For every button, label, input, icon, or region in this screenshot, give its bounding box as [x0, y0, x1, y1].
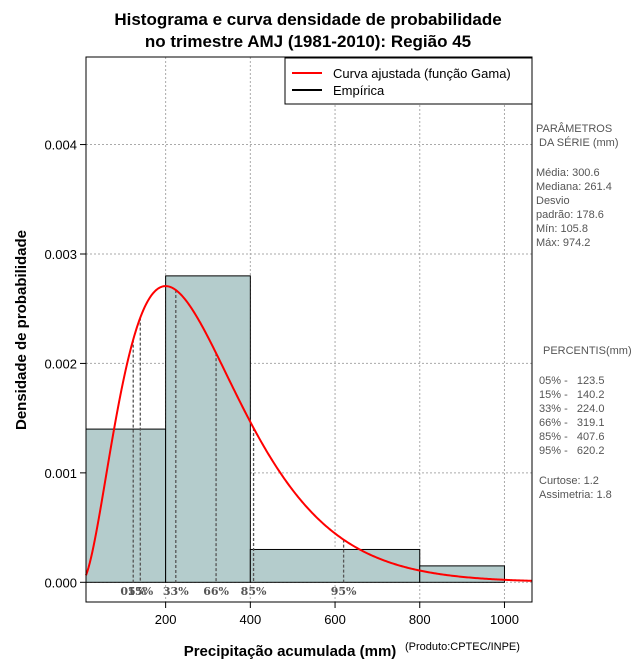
param-max: Máx: 974.2	[536, 237, 590, 249]
x-tick-label: 600	[324, 612, 346, 627]
y-axis: 0.000 0.001 0.002 0.003 0.004	[44, 138, 86, 590]
percentile-label: 15%	[127, 585, 153, 598]
side-panel-params: PARÂMETROS DA SÉRIE (mm) Média: 300.6 Me…	[536, 122, 619, 249]
x-axis-label: Precipitação acumulada (mm)	[184, 643, 397, 660]
percentil-15: 15% - 140.2	[539, 389, 604, 401]
chart-title-line-1: Histograma e curva densidade de probabil…	[114, 10, 501, 29]
param-desvio: Desvio	[536, 195, 570, 207]
x-tick-label: 400	[239, 612, 261, 627]
percentil-66: 66% - 319.1	[539, 417, 604, 429]
percentile-labels: 05%15% 33% 66% 85% 95%	[120, 585, 357, 598]
percentil-85: 85% - 407.6	[539, 431, 604, 443]
x-axis: 200 400 600 800 1000	[155, 602, 519, 627]
param-media: Média: 300.6	[536, 167, 600, 179]
percentile-label: 95%	[331, 585, 357, 598]
percentis-title: PERCENTIS(mm)	[543, 345, 632, 357]
percentile-label: 05%	[120, 585, 146, 598]
param-padrao: padrão: 178.6	[536, 209, 604, 221]
y-axis-label: Densidade de probabilidade	[13, 230, 30, 430]
percentil-05: 05% - 123.5	[539, 375, 604, 387]
legend-box	[284, 57, 533, 105]
percentile-label: 66%	[203, 585, 229, 598]
param-min: Mín: 105.8	[536, 223, 588, 235]
y-tick-label: 0.002	[44, 356, 77, 371]
y-tick-label: 0.001	[44, 466, 77, 481]
y-tick-label: 0.004	[44, 138, 77, 153]
plot-frame	[85, 56, 533, 603]
percentile-lines	[132, 290, 345, 583]
gamma-curve	[85, 285, 533, 582]
legend-label-curve: Curva ajustada (função Gama)	[333, 66, 511, 81]
product-credit: (Produto:CPTEC/INPE)	[405, 641, 520, 653]
histogram-bar	[85, 428, 167, 583]
percentile-label: 33%	[163, 585, 189, 598]
histogram-bar	[249, 548, 421, 583]
legend: Curva ajustada (função Gama) Empírica	[284, 57, 533, 105]
percentile-label: 85%	[241, 585, 267, 598]
params-title-line-1: PARÂMETROS	[536, 122, 612, 135]
params-title-line-2: DA SÉRIE (mm)	[536, 136, 619, 149]
histogram-bar	[165, 275, 251, 583]
stat-assimetria: Assimetria: 1.8	[539, 489, 612, 501]
stat-curtose: Curtose: 1.2	[539, 475, 599, 487]
y-tick-label: 0.003	[44, 247, 77, 262]
x-tick-label: 1000	[490, 612, 519, 627]
y-tick-label: 0.000	[44, 575, 77, 590]
percentil-95: 95% - 620.2	[539, 445, 604, 457]
param-mediana: Mediana: 261.4	[536, 181, 612, 193]
chart-title-line-2: no trimestre AMJ (1981-2010): Região 45	[145, 32, 471, 51]
percentil-33: 33% - 224.0	[539, 403, 604, 415]
x-tick-label: 200	[155, 612, 177, 627]
x-tick-label: 800	[409, 612, 431, 627]
histogram-bars	[85, 275, 505, 583]
side-panel-percentis: PERCENTIS(mm) 05% - 123.5 15% - 140.2 33…	[539, 345, 632, 501]
legend-label-empirical: Empírica	[333, 83, 385, 98]
